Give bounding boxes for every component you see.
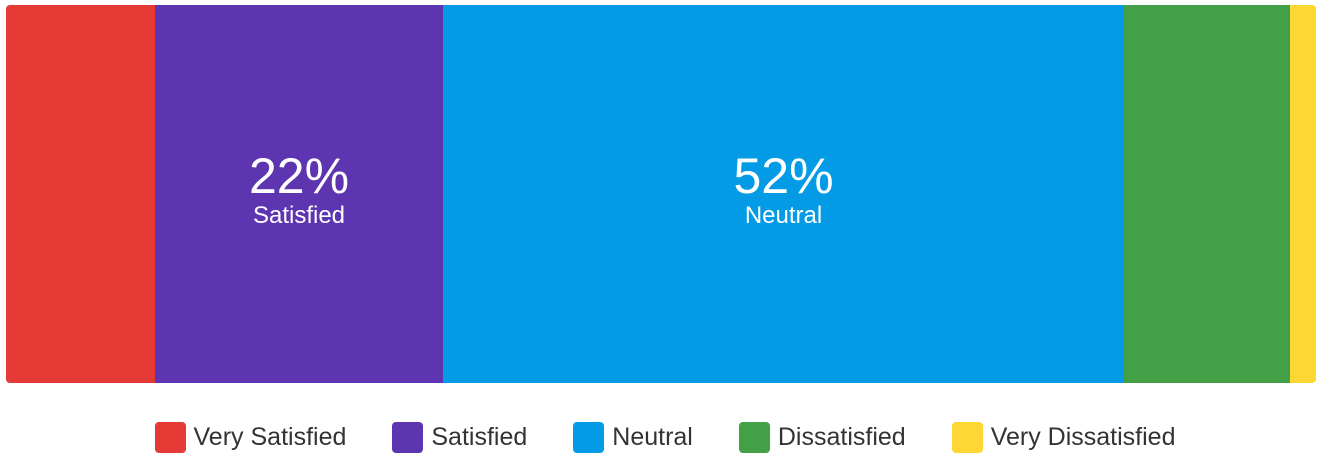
legend-item-satisfied: Satisfied: [392, 422, 527, 453]
bar-segment-neutral: 52% Neutral: [443, 5, 1124, 383]
legend-label: Very Dissatisfied: [990, 423, 1176, 451]
chart-legend: Very Satisfied Satisfied Neutral Dissatisfi…: [0, 422, 1330, 453]
legend-swatch: [573, 422, 605, 453]
legend-item-dissatisfied: Dissatisfied: [738, 422, 906, 453]
legend-swatch: [392, 422, 424, 453]
data-label-satisfied: 22% Satisfied: [155, 150, 443, 230]
legend-swatch: [738, 422, 770, 453]
legend-swatch: [951, 422, 983, 453]
legend-item-very-satisfied: Very Satisfied: [154, 422, 347, 453]
bar-segment-dissatisfied: [1124, 5, 1290, 383]
legend-swatch: [154, 422, 186, 453]
legend-label: Satisfied: [431, 423, 528, 451]
bar-segment-very-satisfied: [6, 5, 155, 383]
data-label-category: Neutral: [744, 202, 823, 229]
data-label-neutral: 52% Neutral: [443, 150, 1124, 230]
legend-label: Very Satisfied: [193, 423, 347, 451]
data-label-value: 52%: [733, 148, 834, 204]
legend-item-neutral: Neutral: [573, 422, 693, 453]
bar-segment-satisfied: 22% Satisfied: [155, 5, 443, 383]
legend-label: Neutral: [612, 423, 693, 451]
data-label-value: 22%: [248, 148, 350, 204]
stacked-bar-chart: 22% Satisfied 52% Neutral: [6, 5, 1316, 383]
data-label-category: Satisfied: [252, 202, 346, 229]
legend-label: Dissatisfied: [777, 423, 906, 451]
bar-segment-very-dissatisfied: [1290, 5, 1316, 383]
legend-item-very-dissatisfied: Very Dissatisfied: [951, 422, 1176, 453]
